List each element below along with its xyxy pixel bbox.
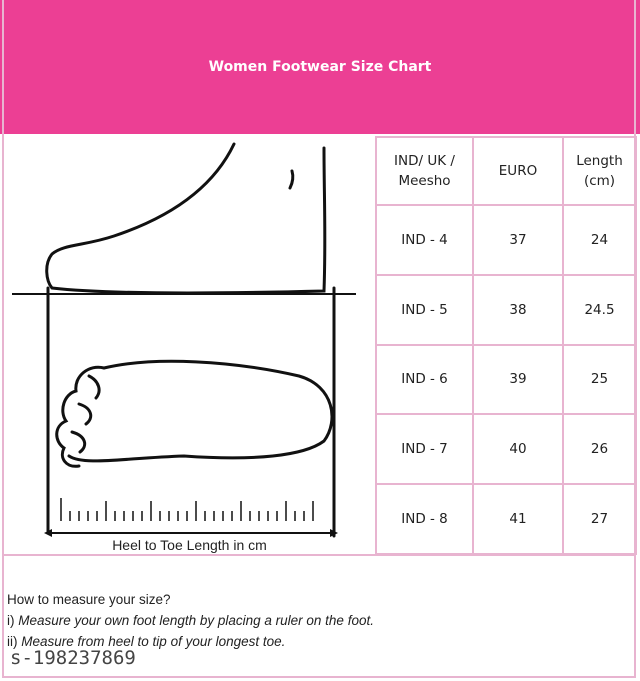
instruction-step-2: ii) Measure from heel to tip of your lon… (7, 634, 286, 649)
table-row: IND - 8 41 27 (375, 483, 637, 555)
euro-cell: 39 (472, 343, 564, 416)
instruction-step-1: i) Measure your own foot length by placi… (7, 613, 374, 628)
chart-title: Women Footwear Size Chart (208, 59, 432, 75)
euro-cell: 40 (472, 413, 564, 486)
table-row: IND - 7 40 26 (375, 413, 637, 486)
column-header: EURO (472, 136, 564, 206)
sku-watermark: s-198237869 (10, 647, 136, 669)
column-header: IND/ UK / Meesho (375, 136, 474, 206)
table-row: IND - 6 39 25 (375, 343, 637, 416)
euro-cell: 37 (472, 204, 564, 276)
size-cell: IND - 6 (375, 343, 474, 416)
column-header: Length (cm) (562, 136, 637, 206)
table-row: IND - 5 38 24.5 (375, 273, 637, 346)
euro-cell: 41 (472, 483, 564, 555)
length-cell: 26 (562, 413, 637, 486)
size-table: IND/ UK / Meesho EURO Length (cm) IND - … (375, 136, 637, 555)
foot-diagram-icon (12, 142, 356, 538)
length-cell: 27 (562, 483, 637, 555)
section-divider (2, 554, 636, 556)
table-row: IND - 4 37 24 (375, 204, 637, 276)
length-cell: 25 (562, 343, 637, 416)
table-header-row: IND/ UK / Meesho EURO Length (cm) (375, 136, 637, 206)
length-cell: 24.5 (562, 273, 637, 346)
length-cell: 24 (562, 204, 637, 276)
euro-cell: 38 (472, 273, 564, 346)
header-banner: Women Footwear Size Chart (0, 0, 640, 134)
illustration-caption: Heel to Toe Length in cm (112, 537, 267, 553)
measure-instructions: How to measure your size? i) Measure you… (7, 589, 374, 652)
size-cell: IND - 8 (375, 483, 474, 555)
size-cell: IND - 7 (375, 413, 474, 486)
size-cell: IND - 5 (375, 273, 474, 346)
foot-measure-illustration: Heel to Toe Length in cm (4, 136, 375, 555)
size-cell: IND - 4 (375, 204, 474, 276)
instructions-heading: How to measure your size? (7, 592, 171, 607)
